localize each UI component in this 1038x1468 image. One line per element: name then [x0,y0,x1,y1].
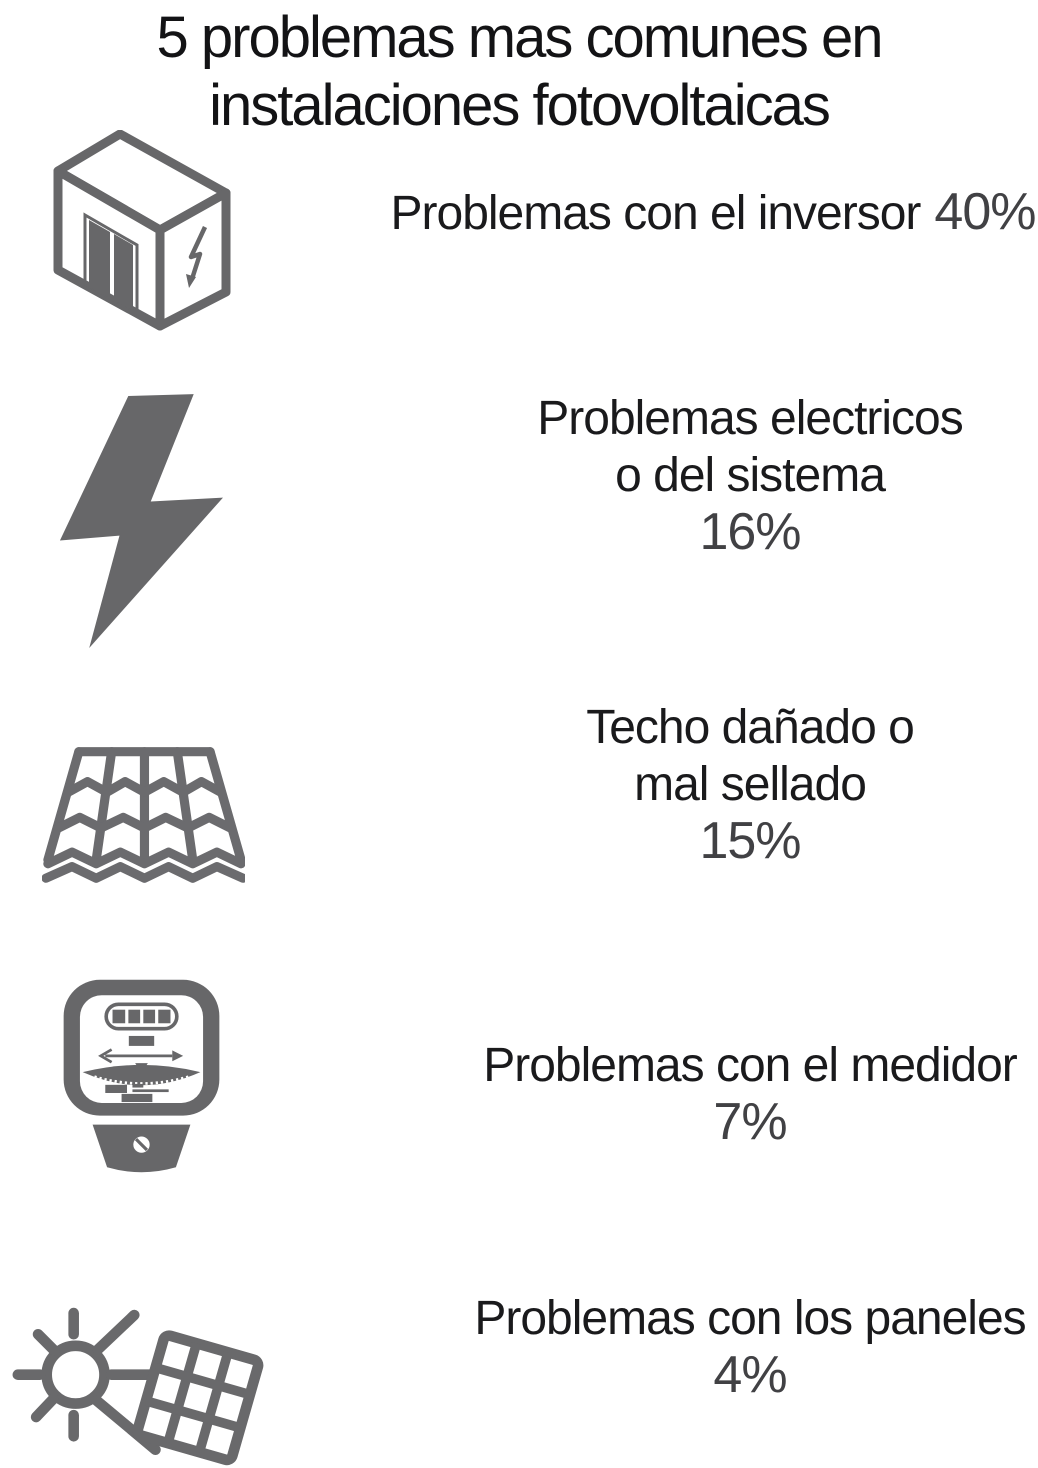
item-label: Techo dañado o [586,701,915,754]
item-label: mal sellado [634,758,867,811]
item-label: Problemas con el medidor [483,1039,1018,1092]
item-label: o del sistema [615,449,886,502]
lightning-bolt-icon [57,394,223,650]
item-label: Problemas con los paneles [474,1292,1026,1345]
item-percent: 16% [699,503,801,561]
page-title-line-1: 5 problemas mas comunes en [156,5,884,70]
inverter-box-icon [53,130,231,332]
item-percent: 15% [699,812,801,870]
sun-solar-panel-icon [11,1290,273,1468]
item-percent: 7% [713,1093,787,1151]
item-label: Problemas con el inversor 40% [390,183,1037,241]
roof-tiles-icon [42,744,245,884]
item-label: Problemas electricos [537,392,964,445]
item-percent: 4% [713,1346,787,1404]
page-title-line-2: instalaciones fotovoltaicas [209,73,831,138]
item-percent: 40% [934,183,1036,241]
electric-meter-icon [60,978,223,1179]
page-title: 5 problemas mas comunes en instalaciones… [0,4,1038,140]
